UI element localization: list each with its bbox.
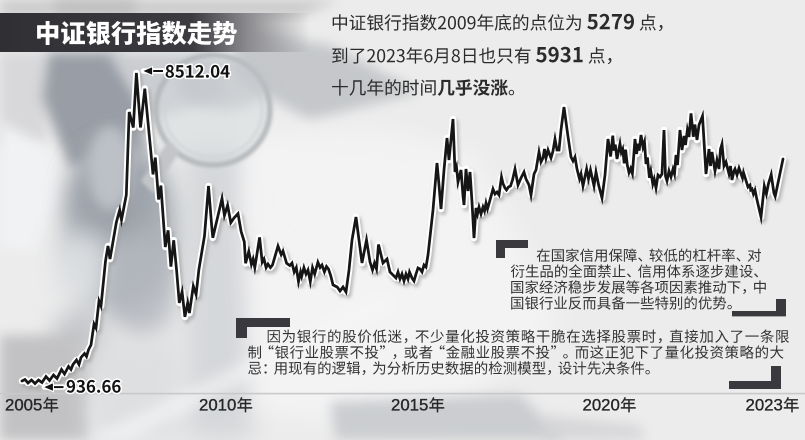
svg-text:2015: 2015 (391, 396, 428, 415)
svg-text:2005: 2005 (5, 396, 42, 415)
svg-text:2023: 2023 (746, 396, 783, 415)
svg-text:2010: 2010 (199, 396, 236, 415)
svg-text:2020: 2020 (583, 396, 620, 415)
